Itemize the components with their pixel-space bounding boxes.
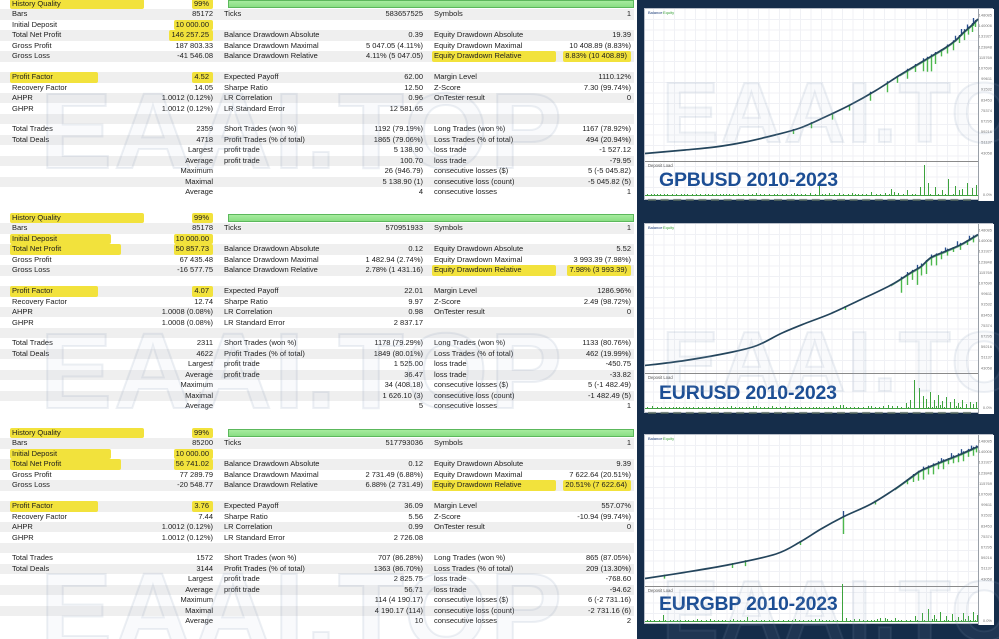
svg-text:67295: 67295 xyxy=(981,545,993,550)
svg-text:91532: 91532 xyxy=(981,302,993,307)
svg-text:Balance: Balance xyxy=(648,10,663,15)
svg-text:Deposit Load: Deposit Load xyxy=(648,588,673,593)
svg-text:123848: 123848 xyxy=(979,44,993,49)
svg-text:51137: 51137 xyxy=(981,566,993,571)
svg-text:83453: 83453 xyxy=(981,312,993,317)
svg-text:115769: 115769 xyxy=(979,481,993,486)
svg-text:Equity: Equity xyxy=(663,225,674,230)
svg-text:131927: 131927 xyxy=(979,460,993,465)
svg-text:115769: 115769 xyxy=(979,55,993,60)
svg-text:Deposit Load: Deposit Load xyxy=(648,163,673,168)
svg-text:51137: 51137 xyxy=(981,140,993,145)
svg-text:91532: 91532 xyxy=(981,513,993,518)
svg-text:43058: 43058 xyxy=(981,150,993,155)
svg-text:67295: 67295 xyxy=(981,119,993,124)
svg-text:75374: 75374 xyxy=(981,534,993,539)
svg-text:107690: 107690 xyxy=(979,492,993,497)
svg-text:59216: 59216 xyxy=(981,129,993,134)
svg-text:148085: 148085 xyxy=(979,228,993,233)
svg-text:59216: 59216 xyxy=(981,344,993,349)
svg-text:83453: 83453 xyxy=(981,97,993,102)
svg-text:115769: 115769 xyxy=(979,270,993,275)
svg-text:91532: 91532 xyxy=(981,87,993,92)
svg-text:43058: 43058 xyxy=(981,365,993,370)
svg-text:140006: 140006 xyxy=(979,449,993,454)
svg-text:107690: 107690 xyxy=(979,66,993,71)
svg-text:99611: 99611 xyxy=(981,291,993,296)
svg-text:51137: 51137 xyxy=(981,355,993,360)
svg-text:148085: 148085 xyxy=(979,13,993,18)
svg-text:75374: 75374 xyxy=(981,108,993,113)
svg-text:123848: 123848 xyxy=(979,470,993,475)
svg-text:131927: 131927 xyxy=(979,249,993,254)
svg-text:0.0%: 0.0% xyxy=(983,192,993,197)
svg-text:148085: 148085 xyxy=(979,439,993,444)
svg-text:0.0%: 0.0% xyxy=(983,618,993,623)
svg-text:99611: 99611 xyxy=(981,502,993,507)
svg-text:Balance: Balance xyxy=(648,436,663,441)
svg-text:59216: 59216 xyxy=(981,555,993,560)
svg-text:131927: 131927 xyxy=(979,34,993,39)
svg-text:140006: 140006 xyxy=(979,238,993,243)
svg-text:107690: 107690 xyxy=(979,281,993,286)
svg-text:140006: 140006 xyxy=(979,23,993,28)
svg-text:0.0%: 0.0% xyxy=(983,405,993,410)
svg-text:Equity: Equity xyxy=(663,436,674,441)
svg-text:43058: 43058 xyxy=(981,576,993,581)
svg-text:Deposit Load: Deposit Load xyxy=(648,375,673,380)
svg-text:Equity: Equity xyxy=(663,10,674,15)
svg-text:75374: 75374 xyxy=(981,323,993,328)
svg-text:123848: 123848 xyxy=(979,259,993,264)
svg-text:67295: 67295 xyxy=(981,334,993,339)
svg-text:Balance: Balance xyxy=(648,225,663,230)
svg-text:83453: 83453 xyxy=(981,523,993,528)
svg-text:99611: 99611 xyxy=(981,76,993,81)
